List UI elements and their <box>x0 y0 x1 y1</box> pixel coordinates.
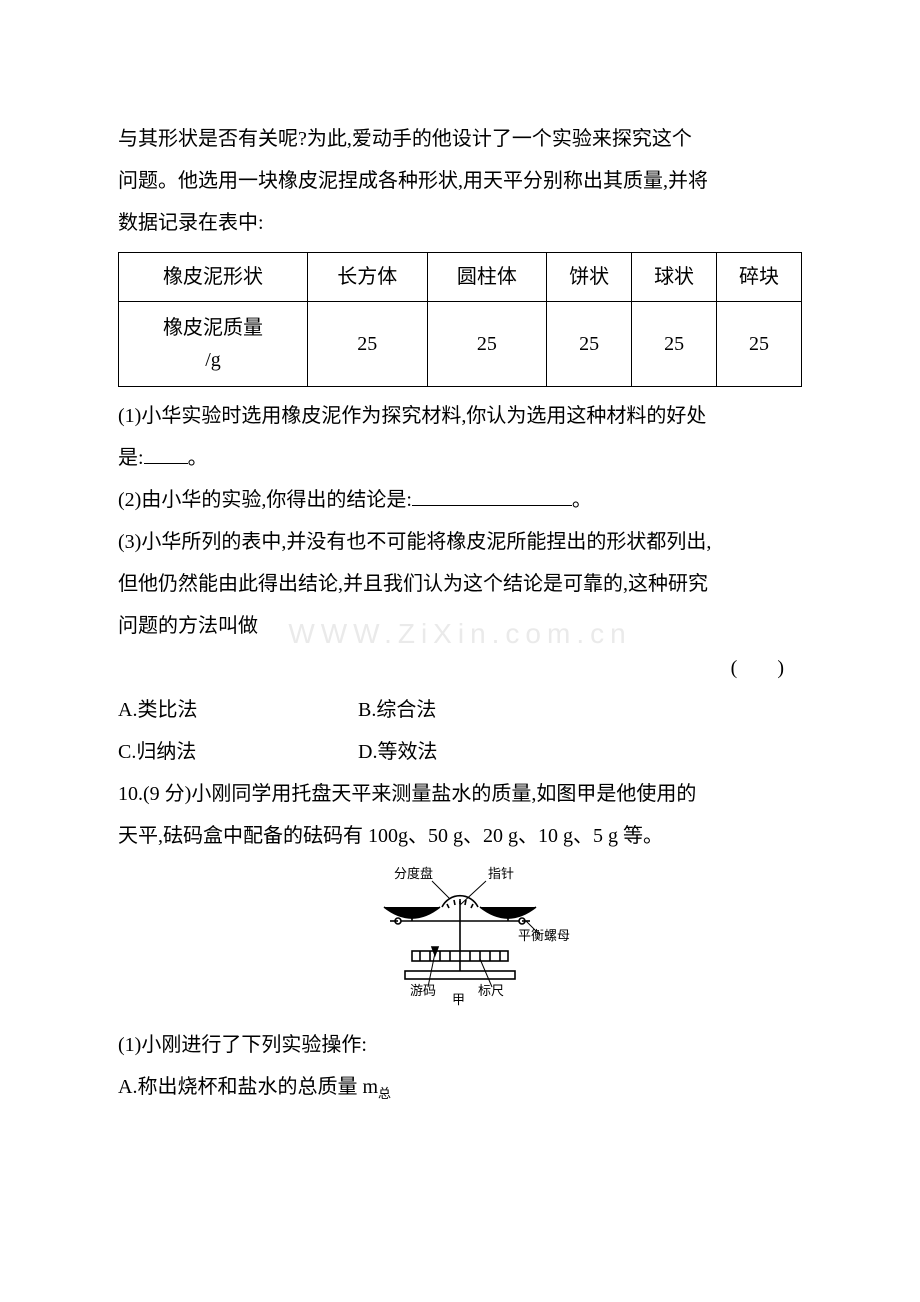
q10-1-opt-a-sub: 总 <box>378 1086 391 1101</box>
blank-short <box>144 444 188 464</box>
option-d: D.等效法 <box>358 731 437 773</box>
q10-line-1: 10.(9 分)小刚同学用托盘天平来测量盐水的质量,如图甲是他使用的 <box>118 773 802 815</box>
q10-1-intro: (1)小刚进行了下列实验操作: <box>118 1024 802 1066</box>
mass-cell: 25 <box>307 302 427 387</box>
shape-cell: 饼状 <box>547 253 632 302</box>
figure-wrap: 分度盘 指针 平衡螺母 游码 标尺 甲 <box>118 863 802 1018</box>
q2-line: (2)由小华的实验,你得出的结论是: 。 <box>118 479 802 521</box>
data-table: 橡皮泥形状 长方体 圆柱体 饼状 球状 碎块 橡皮泥质量 /g 25 25 25… <box>118 252 802 387</box>
option-b: B.综合法 <box>358 689 436 731</box>
q3-line-2: 但他仍然能由此得出结论,并且我们认为这个结论是可靠的,这种研究 <box>118 563 802 605</box>
intro-line-1: 与其形状是否有关呢?为此,爱动手的他设计了一个实验来探究这个 <box>118 118 802 160</box>
option-row-2: C.归纳法 D.等效法 <box>118 731 802 773</box>
option-row-1: A.类比法 B.综合法 <box>118 689 802 731</box>
mass-cell: 25 <box>427 302 547 387</box>
shape-cell: 圆柱体 <box>427 253 547 302</box>
table-row: 橡皮泥形状 长方体 圆柱体 饼状 球状 碎块 <box>119 253 802 302</box>
q3-paren: ( ) <box>118 647 802 689</box>
balance-figure: 分度盘 指针 平衡螺母 游码 标尺 甲 <box>360 863 560 1003</box>
label-pinghengluomu: 平衡螺母 <box>518 929 570 942</box>
mass-cell: 25 <box>632 302 717 387</box>
q2-pre: (2)由小华的实验,你得出的结论是: <box>118 489 412 511</box>
intro-line-2: 问题。他选用一块橡皮泥捏成各种形状,用天平分别称出其质量,并将 <box>118 160 802 202</box>
shape-cell: 碎块 <box>717 253 802 302</box>
row-header-mass-l2: /g <box>123 344 303 376</box>
option-c: C.归纳法 <box>118 731 358 773</box>
q1-line-1: (1)小华实验时选用橡皮泥作为探究材料,你认为选用这种材料的好处 <box>118 395 802 437</box>
row-header-shape: 橡皮泥形状 <box>119 253 308 302</box>
label-jia: 甲 <box>452 993 465 1006</box>
q1-pre: 是: <box>118 447 144 469</box>
q2-post: 。 <box>572 489 592 511</box>
blank-long <box>412 486 572 506</box>
mass-cell: 25 <box>547 302 632 387</box>
shape-cell: 球状 <box>632 253 717 302</box>
table-row: 橡皮泥质量 /g 25 25 25 25 25 <box>119 302 802 387</box>
intro-line-3: 数据记录在表中: <box>118 202 802 244</box>
label-youma: 游码 <box>410 984 436 997</box>
row-header-mass-l1: 橡皮泥质量 <box>123 312 303 344</box>
row-header-mass: 橡皮泥质量 /g <box>119 302 308 387</box>
q1-line-2: 是: 。 <box>118 437 802 479</box>
q1-post: 。 <box>188 447 208 469</box>
q10-1-opt-a: A.称出烧杯和盐水的总质量 m总 <box>118 1066 802 1108</box>
q3-line-1: (3)小华所列的表中,并没有也不可能将橡皮泥所能捏出的形状都列出, <box>118 521 802 563</box>
label-fendupan: 分度盘 <box>394 867 433 880</box>
mass-cell: 25 <box>717 302 802 387</box>
shape-cell: 长方体 <box>307 253 427 302</box>
q3-line-3: 问题的方法叫做 <box>118 605 802 647</box>
q10-1-opt-a-pre: A.称出烧杯和盐水的总质量 m <box>118 1076 378 1098</box>
label-biaochi: 标尺 <box>478 984 504 997</box>
option-a: A.类比法 <box>118 689 358 731</box>
label-zhizhen: 指针 <box>488 867 514 880</box>
q10-line-2: 天平,砝码盒中配备的砝码有 100g、50 g、20 g、10 g、5 g 等。 <box>118 815 802 857</box>
